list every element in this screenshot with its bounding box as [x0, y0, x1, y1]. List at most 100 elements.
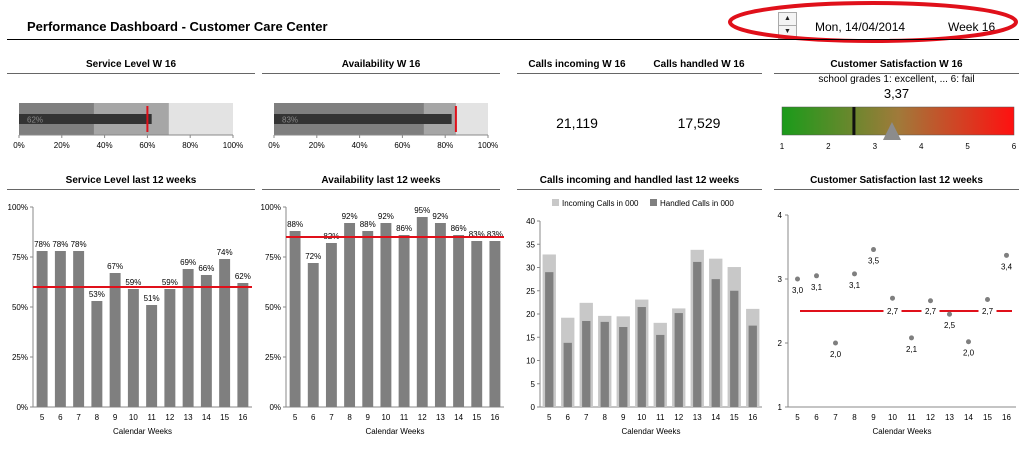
satisfaction-x-tick-label: 9	[871, 413, 876, 422]
calls-x-tick-label: 8	[603, 413, 608, 422]
satisfaction-point	[871, 247, 876, 253]
service-level-tick-label: 40%	[97, 141, 113, 150]
availability-bar	[398, 235, 410, 407]
satisfaction-chart-title: Customer Satisfaction last 12 weeks	[810, 175, 983, 186]
calls-handled-bar	[693, 261, 702, 407]
service-level-y-tick-label: 25%	[12, 353, 28, 362]
service-level-bar	[219, 259, 231, 407]
availability-bar	[416, 217, 428, 407]
service-level-bar	[36, 251, 48, 407]
availability-x-tick-label: 16	[490, 413, 499, 422]
dashboard-title: Performance Dashboard - Customer Care Ce…	[27, 19, 328, 34]
satisfaction-point	[985, 296, 990, 302]
availability-bullet-chart: 83% 0% 20% 40% 60% 80% 100%	[268, 103, 498, 150]
calls-y-tick-label: 25	[526, 287, 535, 296]
availability-tick-label: 60%	[394, 141, 410, 150]
service-level-bar	[146, 305, 158, 407]
legend-handled-swatch	[650, 199, 657, 206]
header-rule	[7, 39, 1019, 40]
service-level-bar	[54, 251, 66, 407]
calls-x-axis-title: Calendar Weeks	[622, 427, 681, 436]
satisfaction-target-label-bg	[883, 305, 902, 316]
service-level-data-label: 78%	[71, 240, 87, 249]
satisfaction-data-label: 3,5	[868, 257, 880, 266]
satisfaction-point	[966, 339, 971, 345]
satisfaction-point	[947, 311, 952, 317]
satisfaction-point	[795, 276, 800, 282]
availability-title: Availability W 16	[341, 59, 421, 70]
satisfaction-y-tick-label: 4	[778, 211, 783, 220]
availability-x-tick-label: 6	[311, 413, 316, 422]
availability-data-label: 92%	[378, 212, 394, 221]
availability-tick-label: 100%	[478, 141, 498, 150]
service-level-bar	[73, 251, 85, 407]
satisfaction-data-label: 3,0	[792, 286, 804, 295]
satisfaction-y-tick-label: 3	[778, 275, 783, 284]
availability-x-tick-label: 8	[347, 413, 352, 422]
spin-up-icon[interactable]: ▲	[779, 13, 796, 26]
availability-tick-label: 0%	[268, 141, 280, 150]
service-level-value-label: 62%	[27, 116, 43, 125]
service-level-y-tick-label: 0%	[16, 403, 28, 412]
satisfaction-x-tick-label: 8	[852, 413, 857, 422]
availability-y-tick-label: 100%	[261, 203, 281, 212]
service-level-bar	[109, 273, 121, 407]
service-level-title: Service Level W 16	[85, 59, 177, 70]
calls-handled-bar	[563, 342, 572, 407]
service-level-tick-label: 60%	[139, 141, 155, 150]
availability-data-label: 95%	[414, 206, 430, 215]
availability-x-tick-label: 14	[454, 413, 463, 422]
service-level-data-label: 51%	[144, 294, 160, 303]
calls-y-tick-label: 15	[526, 333, 535, 342]
spin-down-icon[interactable]: ▼	[784, 28, 791, 35]
availability-value-bar	[274, 114, 452, 124]
service-level-data-label: 62%	[235, 272, 251, 281]
gauge-tick-label: 4	[919, 142, 924, 151]
satisfaction-data-label: 2,1	[906, 345, 918, 354]
calls-handled-title: Calls handled W 16	[653, 59, 745, 70]
availability-x-tick-label: 5	[293, 413, 298, 422]
satisfaction-gauge: 1 2 3 4 5 6	[780, 106, 1017, 151]
calls-y-tick-label: 10	[526, 357, 535, 366]
week-display: Week 16	[948, 20, 996, 34]
service-level-data-label: 74%	[217, 248, 233, 257]
satisfaction-point	[852, 271, 857, 277]
service-level-tick-label: 20%	[54, 141, 70, 150]
availability-bar	[453, 235, 465, 407]
week-spinner[interactable]: ▲ ▼	[778, 12, 797, 39]
satisfaction-target-label-bg	[978, 305, 997, 316]
panel-rule	[517, 189, 762, 190]
calls-x-tick-label: 14	[711, 413, 720, 422]
service-level-bar	[182, 269, 194, 407]
satisfaction-value: 3,37	[883, 86, 910, 101]
availability-trend-chart: 0%25%50%75%100%88%572%682%792%888%992%10…	[261, 203, 504, 436]
calls-x-tick-label: 12	[674, 413, 683, 422]
service-level-bar	[237, 283, 249, 407]
service-level-trend-chart: 0% 25% 50% 75% 100% 78% 5 78% 6 78% 7 53% 8 67% 9 59% 10…	[8, 203, 252, 436]
calls-incoming-title: Calls incoming W 16	[528, 59, 626, 70]
service-level-bar	[200, 275, 212, 407]
legend-incoming-label: Incoming Calls in 000	[562, 199, 639, 208]
service-level-bar	[164, 289, 176, 407]
availability-x-tick-label: 9	[366, 413, 371, 422]
service-level-x-tick-label: 9	[113, 413, 118, 422]
gauge-scale	[781, 106, 1015, 136]
service-level-value-bar	[19, 114, 152, 124]
availability-tick-label: 40%	[352, 141, 368, 150]
service-level-x-tick-label: 5	[40, 413, 45, 422]
service-level-x-tick-label: 6	[58, 413, 63, 422]
service-level-y-tick-label: 75%	[12, 253, 28, 262]
calls-x-tick-label: 6	[566, 413, 571, 422]
service-level-y-tick-label: 100%	[8, 203, 28, 212]
service-level-tick-label: 100%	[223, 141, 243, 150]
service-level-data-label: 69%	[180, 258, 196, 267]
availability-data-label: 92%	[342, 212, 358, 221]
panel-rule	[7, 73, 255, 74]
calls-y-tick-label: 5	[531, 380, 536, 389]
availability-bar	[344, 223, 356, 407]
availability-bar	[362, 231, 374, 407]
satisfaction-subtitle: school grades 1: excellent, ... 6: fail	[818, 74, 975, 85]
calls-chart-title: Calls incoming and handled last 12 weeks	[539, 175, 740, 186]
calls-y-tick-label: 40	[526, 217, 535, 226]
service-level-data-label: 67%	[107, 262, 123, 271]
